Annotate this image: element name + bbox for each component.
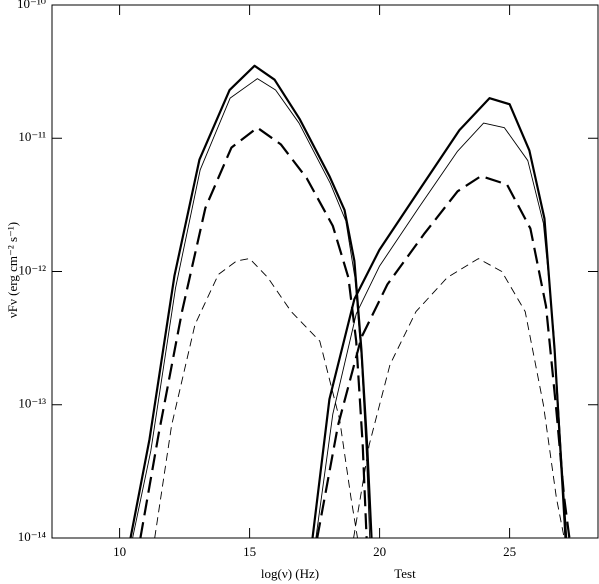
- curves: [129, 64, 571, 538]
- x-tick-label: 20: [373, 544, 386, 559]
- x-tick-label: 15: [243, 544, 256, 559]
- y-tick-label: 10⁻¹¹: [18, 129, 46, 144]
- y-tick-label: 10⁻¹⁴: [18, 529, 47, 544]
- y-tick-label: 10⁻¹²: [18, 262, 46, 277]
- y-tick-label: 10⁻¹³: [18, 396, 46, 411]
- x-tick-label: 25: [503, 544, 516, 559]
- series-line: [129, 64, 567, 538]
- y-axis-label: νFν (erg cm⁻² s⁻¹): [5, 222, 20, 318]
- series-line: [139, 126, 571, 538]
- x-axis-label: log(ν) (Hz): [261, 566, 319, 581]
- series-line: [132, 78, 568, 538]
- series-line: [154, 258, 565, 538]
- y-tick-label: 10⁻¹⁰: [17, 0, 46, 11]
- x-tick-label: 10: [113, 544, 126, 559]
- plot-frame: [51, 4, 599, 539]
- annotation: Test: [394, 566, 416, 581]
